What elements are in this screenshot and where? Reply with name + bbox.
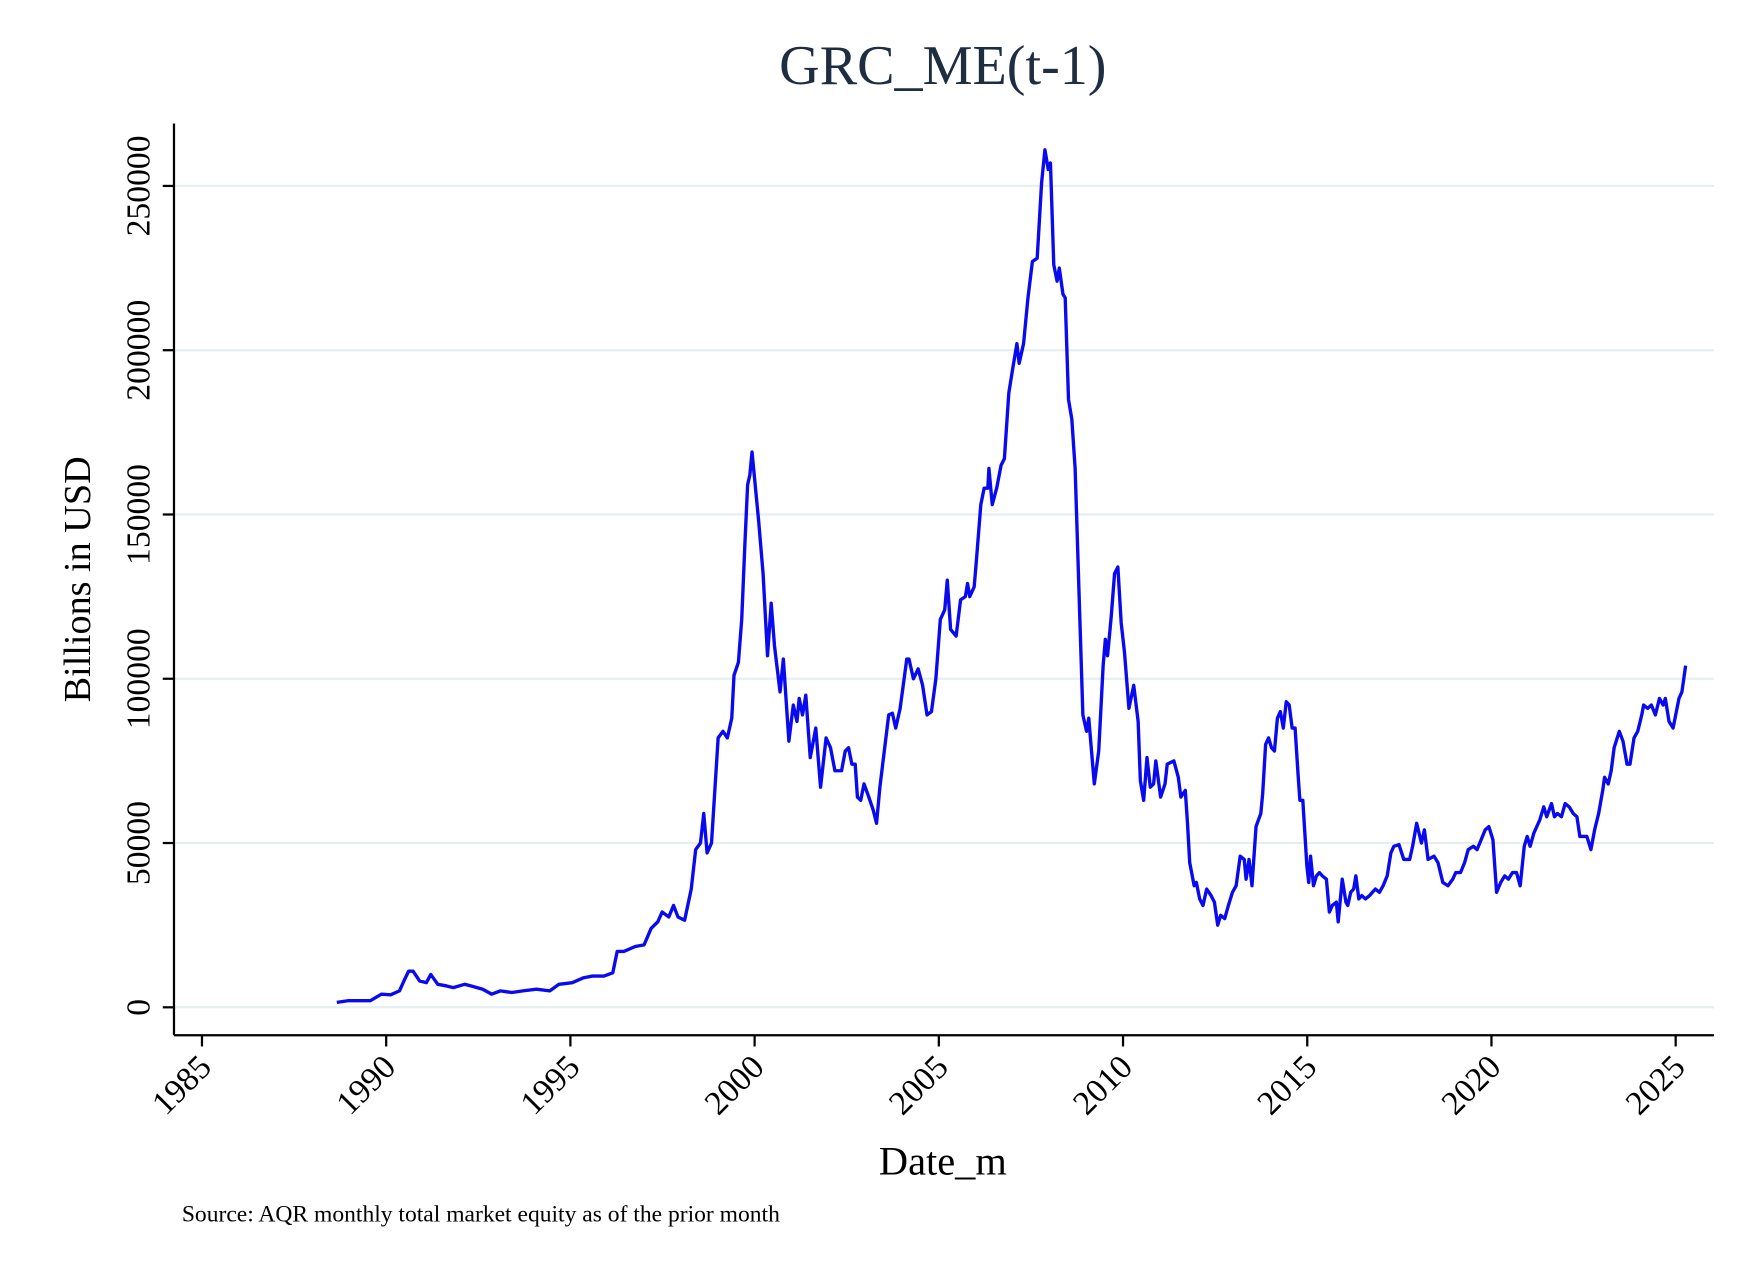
y-tick-label: 200000 [120, 300, 157, 401]
y-tick-label: 150000 [120, 464, 157, 565]
y-axis-title: Billions in USD [57, 456, 99, 702]
y-tick-label: 100000 [120, 628, 157, 729]
y-tick-label: 0 [120, 999, 157, 1016]
chart-title: GRC_ME(t-1) [779, 35, 1106, 97]
grid-layer [173, 184, 1714, 1009]
mark-layer [336, 148, 1688, 1005]
y-tick-label: 50000 [120, 801, 157, 885]
y-tick-label: 250000 [120, 135, 157, 236]
data-line [336, 148, 1688, 1005]
x-axis-title: Date_m [879, 1138, 1007, 1183]
source-note: Source: AQR monthly total market equity … [182, 1202, 780, 1228]
